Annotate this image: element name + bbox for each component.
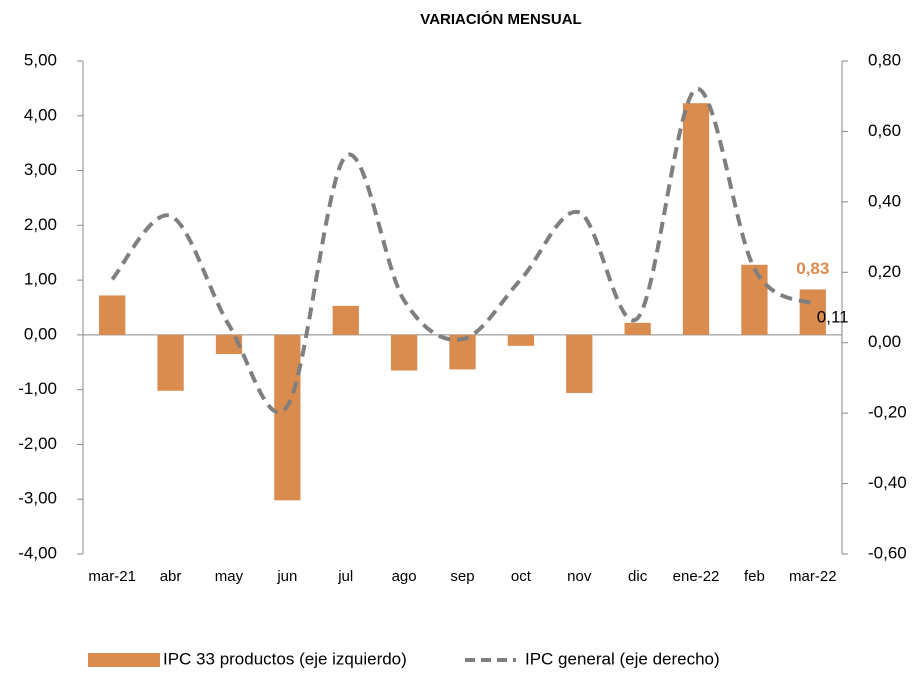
y2-tick-label: 0,20 [868,262,901,281]
x-tick-label: ene-22 [673,568,720,585]
bar [332,305,359,335]
bar [741,264,768,335]
x-tick-label: oct [511,568,532,585]
y2-tick-label: 0,00 [868,332,901,351]
bar [99,295,126,335]
bar [274,334,301,501]
x-tick-label: mar-21 [88,568,136,585]
x-tick-label: nov [567,568,592,585]
y-tick-label: -3,00 [18,489,57,508]
y2-tick-label: 0,60 [868,121,901,140]
y-tick-label: 5,00 [24,50,57,69]
bar [390,334,418,371]
y-tick-label: -2,00 [18,434,57,453]
y-tick-label: 2,00 [24,215,57,234]
x-tick-label: ago [392,568,417,585]
legend-swatch [88,653,160,667]
data-label: 0,11 [817,307,849,326]
bar [799,289,826,335]
bar [624,322,651,335]
bar [507,334,535,346]
x-tick-label: jul [337,568,353,585]
y2-tick-label: 0,40 [868,191,901,210]
y2-tick-label: 0,80 [868,50,901,69]
bar [157,334,184,391]
x-tick-label: jun [276,568,297,585]
legend-label: IPC 33 productos (eje izquierdo) [163,649,407,668]
x-tick-label: dic [628,568,648,585]
bar [682,103,710,335]
x-tick-label: sep [450,568,474,585]
y2-tick-label: -0,20 [868,403,907,422]
y2-tick-label: -0,40 [868,473,907,492]
x-tick-label: may [215,568,244,585]
y-tick-label: -1,00 [18,379,57,398]
y2-tick-label: -0,60 [868,543,907,562]
x-tick-label: feb [744,568,765,585]
bar [566,334,593,393]
y-tick-label: 0,00 [24,324,57,343]
y-tick-label: -4,00 [18,543,57,562]
data-label: 0,83 [796,259,829,278]
line [110,87,814,415]
y-tick-label: 3,00 [24,160,57,179]
y-tick-label: 1,00 [24,270,57,289]
legend-label: IPC general (eje derecho) [525,649,720,668]
x-tick-label: mar-22 [789,568,837,585]
chart-title: VARIACIÓN MENSUAL [420,10,581,28]
x-tick-label: abr [160,568,182,585]
y-tick-label: 4,00 [24,105,57,124]
